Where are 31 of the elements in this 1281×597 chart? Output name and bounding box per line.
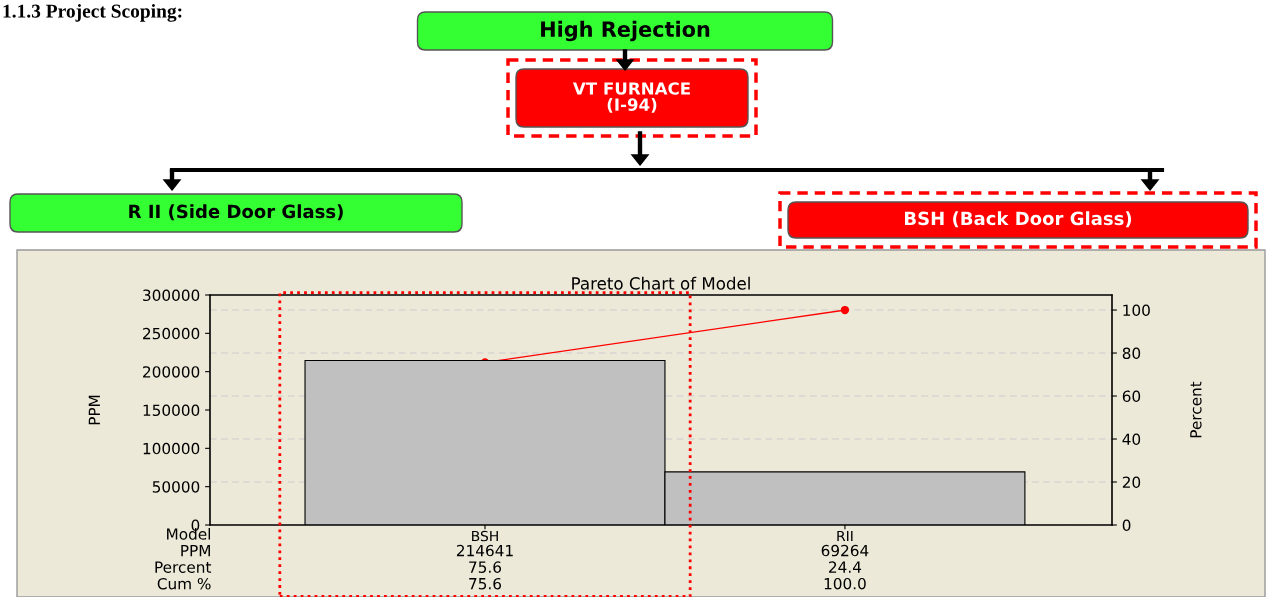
y2-tick-label: 40 [1122, 433, 1141, 446]
text: High Rejection [541, 20, 710, 42]
text: Cum % [157, 577, 211, 590]
y-axis-title: PPM [88, 395, 100, 425]
text: R II (Side Door Glass) [129, 204, 343, 221]
y2-tick-label: 20 [1122, 476, 1141, 489]
data-label: 100.0 [824, 577, 866, 590]
text: 1.1.3 Project Scoping: [3, 4, 182, 22]
y2-tick-label: 0 [1122, 519, 1131, 532]
y-tick-label: 250000 [143, 327, 200, 340]
text: Percent [155, 561, 212, 573]
y2-tick-label: 100 [1123, 304, 1150, 317]
y-tick-label: 150000 [143, 404, 200, 417]
y-tick-label: 50000 [152, 481, 200, 493]
data-label: 214641 [456, 544, 513, 557]
y2-tick-label: 60 [1122, 390, 1141, 403]
text: VT FURNACE (I-94) [572, 82, 690, 113]
data-label: 75.6 [469, 577, 502, 590]
y2-tick-label: 80 [1122, 347, 1141, 360]
y-tick-label: 100000 [143, 442, 200, 455]
text: 24.4 [829, 561, 862, 573]
data-label: 69264 [821, 544, 869, 557]
y-tick-label: 300000 [143, 289, 200, 302]
chart-title: Pareto Chart of Model [572, 276, 750, 290]
text: PPM [181, 544, 210, 557]
text: 75.6 [469, 561, 502, 573]
y-tick-label: 200000 [143, 366, 200, 378]
x-tick-label: BSH [472, 530, 498, 542]
text: BSH (Back Door Glass) [905, 211, 1132, 228]
x-tick-label: RII [837, 530, 853, 542]
y2-axis-title: Percent [1190, 381, 1202, 438]
